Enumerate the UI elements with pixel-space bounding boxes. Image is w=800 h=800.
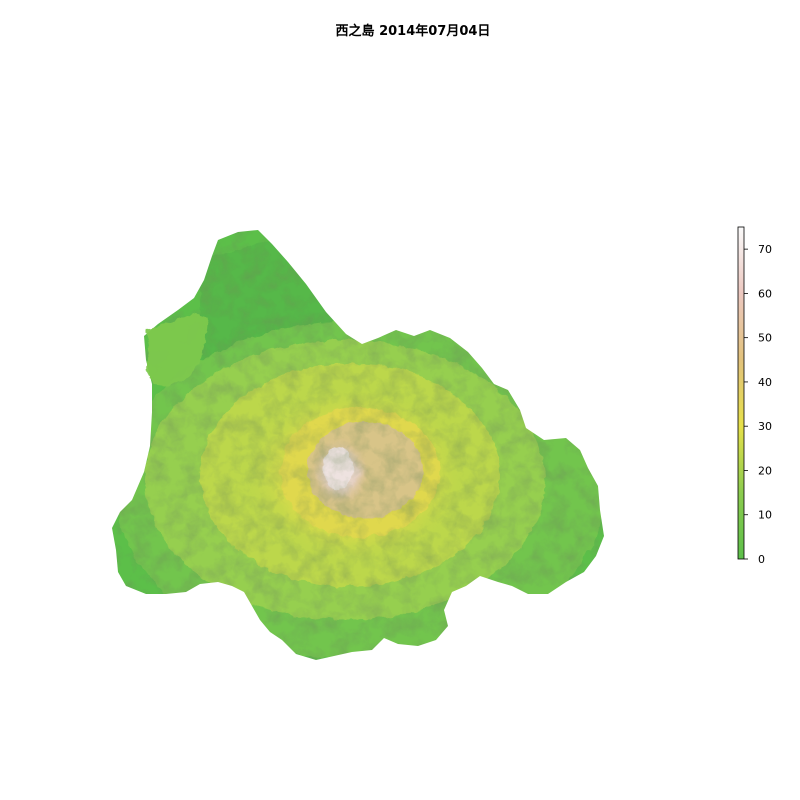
legend-tick-label: 20: [758, 464, 772, 477]
legend-tick-label: 60: [758, 287, 772, 300]
legend-tick-label: 10: [758, 509, 772, 522]
legend-tick-label: 40: [758, 376, 772, 389]
legend-tick-label: 30: [758, 420, 772, 433]
legend-ticks: 0 10 20 30 40 50 60 70: [744, 243, 772, 566]
legend-tick-label: 50: [758, 332, 772, 345]
legend-colorbar: [737, 226, 745, 560]
island-elevation-map: [112, 230, 604, 660]
elevation-legend: 0 10 20 30 40 50 60 70: [737, 226, 772, 566]
map-title: 西之島 2014年07月04日: [336, 23, 491, 39]
legend-tick-label: 0: [758, 553, 765, 566]
legend-tick-label: 70: [758, 243, 772, 256]
